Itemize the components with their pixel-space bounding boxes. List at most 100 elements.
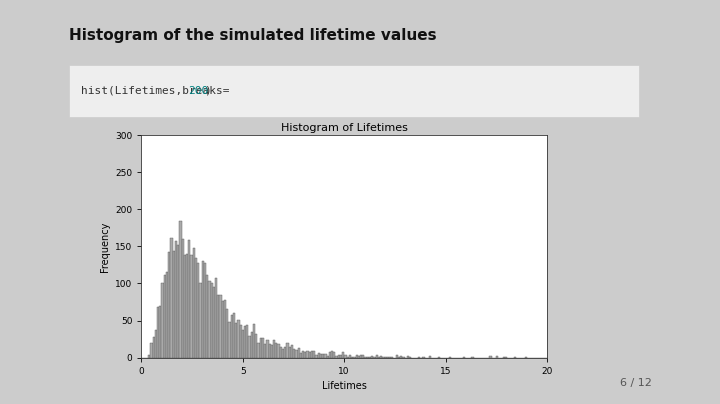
Bar: [322, 354, 324, 358]
Bar: [307, 351, 309, 358]
Bar: [257, 343, 260, 358]
Bar: [150, 343, 153, 358]
Bar: [171, 238, 173, 358]
Text: Histogram of the simulated lifetime values: Histogram of the simulated lifetime valu…: [68, 28, 436, 43]
Bar: [297, 348, 300, 358]
Bar: [348, 356, 351, 358]
Bar: [525, 357, 527, 358]
Bar: [277, 344, 279, 358]
Bar: [217, 295, 220, 358]
Bar: [344, 356, 346, 358]
Bar: [490, 356, 492, 358]
Bar: [409, 357, 411, 358]
Bar: [279, 347, 282, 358]
Bar: [233, 313, 235, 358]
Bar: [354, 357, 356, 358]
Bar: [378, 357, 380, 358]
Bar: [369, 357, 371, 358]
Bar: [396, 356, 398, 358]
Bar: [472, 357, 474, 358]
Bar: [266, 340, 269, 358]
Bar: [166, 272, 168, 358]
Bar: [295, 350, 297, 358]
Bar: [302, 351, 305, 358]
Bar: [173, 251, 175, 358]
Bar: [398, 357, 400, 358]
Bar: [289, 347, 291, 358]
Bar: [324, 354, 327, 358]
Bar: [163, 275, 166, 358]
Bar: [246, 325, 248, 358]
Bar: [181, 239, 184, 358]
Bar: [364, 357, 366, 358]
Bar: [235, 323, 238, 358]
Bar: [204, 263, 206, 358]
Bar: [358, 356, 360, 358]
Bar: [366, 357, 369, 358]
Bar: [222, 301, 224, 358]
Bar: [423, 357, 425, 358]
Bar: [238, 320, 240, 358]
Bar: [391, 357, 393, 358]
Bar: [320, 354, 322, 358]
Bar: [462, 357, 465, 358]
FancyBboxPatch shape: [68, 65, 639, 117]
Bar: [293, 349, 295, 358]
Bar: [248, 336, 251, 358]
Title: Histogram of Lifetimes: Histogram of Lifetimes: [281, 123, 408, 133]
Bar: [269, 344, 271, 358]
Bar: [315, 356, 318, 358]
Bar: [360, 356, 362, 358]
Bar: [186, 254, 188, 358]
Bar: [273, 340, 275, 358]
Bar: [496, 356, 498, 358]
Bar: [287, 343, 289, 358]
Bar: [514, 357, 516, 358]
Bar: [371, 356, 374, 358]
Bar: [191, 255, 193, 358]
Bar: [356, 356, 358, 358]
Bar: [275, 343, 277, 358]
Bar: [402, 357, 405, 358]
Bar: [175, 241, 177, 358]
Bar: [210, 283, 213, 358]
Bar: [179, 221, 181, 358]
Bar: [362, 356, 364, 358]
Bar: [329, 351, 331, 358]
Bar: [230, 315, 233, 358]
Bar: [208, 281, 210, 358]
Bar: [327, 356, 329, 358]
Bar: [155, 330, 157, 358]
Bar: [242, 330, 244, 358]
Bar: [331, 351, 333, 358]
Bar: [161, 283, 163, 358]
Bar: [311, 351, 313, 358]
Bar: [284, 347, 287, 358]
Bar: [226, 309, 228, 358]
Bar: [184, 255, 186, 358]
Bar: [336, 356, 338, 358]
Bar: [195, 258, 197, 358]
Bar: [407, 356, 409, 358]
Bar: [228, 322, 230, 358]
Bar: [313, 351, 315, 358]
Bar: [255, 334, 257, 358]
Bar: [271, 345, 273, 358]
Bar: [168, 252, 171, 358]
Bar: [215, 278, 217, 358]
Bar: [193, 248, 195, 358]
X-axis label: Lifetimes: Lifetimes: [322, 381, 366, 391]
Bar: [253, 324, 255, 358]
Bar: [153, 337, 155, 358]
Bar: [188, 240, 191, 358]
Text: 6 / 12: 6 / 12: [620, 378, 652, 388]
Bar: [389, 357, 391, 358]
Bar: [342, 352, 344, 358]
Bar: [376, 356, 378, 358]
Bar: [333, 352, 336, 358]
Bar: [438, 357, 440, 358]
Bar: [224, 300, 226, 358]
Text: hist(Lifetimes,breaks=: hist(Lifetimes,breaks=: [81, 86, 230, 96]
Text: ): ): [204, 86, 211, 96]
Bar: [505, 357, 507, 358]
